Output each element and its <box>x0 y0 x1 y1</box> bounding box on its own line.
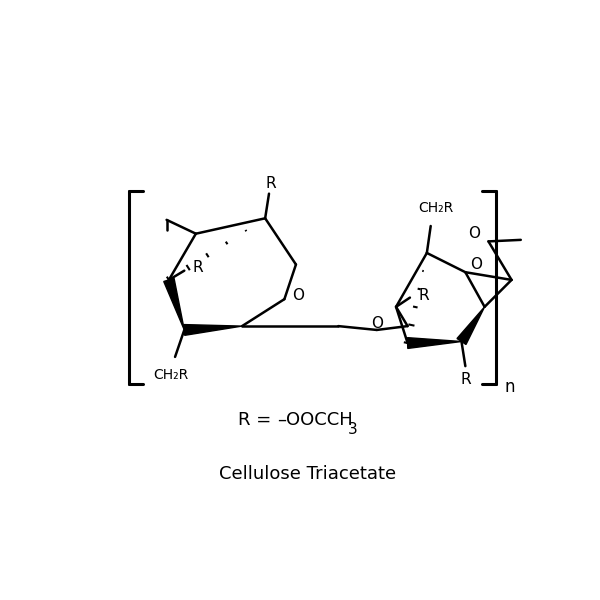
Text: 3: 3 <box>349 422 358 437</box>
Text: R: R <box>461 373 472 388</box>
Text: O: O <box>469 226 481 241</box>
Polygon shape <box>164 278 184 330</box>
Text: Cellulose Triacetate: Cellulose Triacetate <box>219 465 396 483</box>
Text: R: R <box>418 288 429 303</box>
Text: R: R <box>265 176 276 191</box>
Text: O: O <box>292 288 304 303</box>
Text: CH₂R: CH₂R <box>153 368 188 382</box>
Text: n: n <box>505 379 515 397</box>
Polygon shape <box>407 338 461 349</box>
Polygon shape <box>457 307 485 344</box>
Text: R: R <box>193 260 203 275</box>
Text: –OOCCH: –OOCCH <box>277 411 352 429</box>
Polygon shape <box>184 325 242 335</box>
Text: CH₂R: CH₂R <box>418 201 454 215</box>
Text: O: O <box>371 316 383 331</box>
Text: O: O <box>470 257 482 272</box>
Text: R =: R = <box>238 411 277 429</box>
